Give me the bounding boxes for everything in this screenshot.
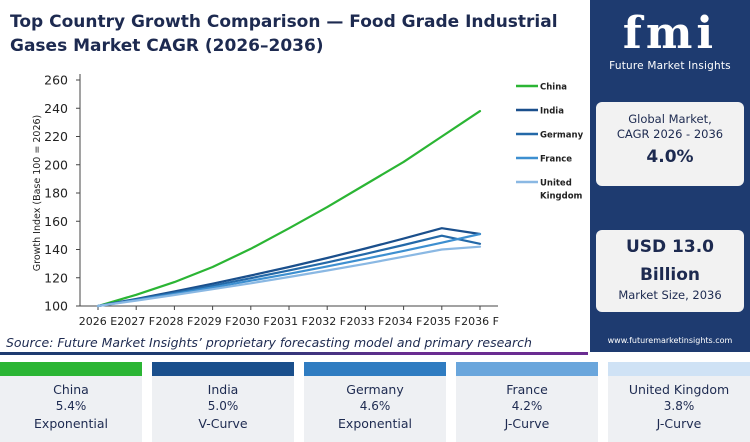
market-size-card: USD 13.0 Billion Market Size, 2036 [596,230,744,312]
website-url: www.futuremarketinsights.com [607,336,733,345]
source-note: Source: Future Market Insights’ propriet… [6,335,532,350]
x-tick-label: 2026 E [79,315,117,328]
country-curve: V-Curve [198,416,248,431]
x-tick-label: 2035 F [423,315,461,328]
country-name: United Kingdom [628,382,730,397]
y-tick-label: 260 [44,73,68,88]
logo-subtitle: Future Market Insights [609,60,731,72]
legend-label: Germany [540,131,584,141]
y-tick-label: 200 [44,157,68,172]
country-name: India [207,382,239,397]
logo: fmi Future Market Insights [590,0,750,88]
country-cagr: 4.6% [359,399,391,413]
y-tick-label: 220 [44,129,68,144]
cagr-label-1: Global Market, [628,112,712,126]
legend-label: China [540,83,567,93]
country-color-bar [152,362,294,376]
legend-label: France [540,155,572,165]
country-color-bar [456,362,598,376]
x-tick-label: 2033 F [346,315,384,328]
x-tick-label: 2030 F [232,315,270,328]
y-tick-label: 160 [44,214,68,229]
country-curve: J-Curve [656,416,702,431]
cagr-value: 4.0% [646,147,694,167]
country-color-bar [304,362,446,376]
country-cagr: 5.0% [207,399,239,413]
market-size-value-2: Billion [639,265,701,285]
country-card-united-kingdom: United Kingdom 3.8% J-Curve [608,362,750,442]
country-color-bar [0,362,142,376]
series-line-china [96,109,482,308]
legend-label: India [540,107,564,117]
country-name: China [53,382,89,397]
y-tick-label: 180 [44,186,68,201]
y-tick-label: 240 [44,101,68,116]
legend-label: United [540,179,572,189]
y-tick-label: 120 [44,270,68,285]
cagr-card: Global Market, CAGR 2026 - 2036 4.0% [596,102,744,186]
market-size-label: Market Size, 2036 [618,288,722,302]
country-cagr: 4.2% [511,399,543,413]
divider [0,352,588,355]
x-tick-label: 2034 F [385,315,423,328]
country-card-france: France 4.2% J-Curve [456,362,598,442]
x-tick-label: 2036 F [461,315,499,328]
country-card-india: India 5.0% V-Curve [152,362,294,442]
y-axis-label: Growth Index (Base 100 = 2026) [32,115,43,271]
x-tick-label: 2031 F [270,315,308,328]
chart-title: Top Country Growth Comparison — Food Gra… [10,12,558,56]
country-curve: J-Curve [504,416,550,431]
country-card-china: China 5.4% Exponential [0,362,142,442]
country-name: France [506,382,548,397]
country-curve: Exponential [338,416,412,431]
x-tick-label: 2029 F [194,315,232,328]
country-name: Germany [346,382,404,397]
x-tick-label: 2028 F [155,315,193,328]
market-size-value-1: USD 13.0 [625,237,715,257]
x-tick-label: 2032 F [308,315,346,328]
logo-mark: fmi [622,8,718,59]
y-tick-label: 100 [44,299,68,314]
country-cards: China 5.4% Exponential India 5.0% V-Curv… [0,362,750,442]
x-tick-label: 2027 F [117,315,155,328]
country-card-germany: Germany 4.6% Exponential [304,362,446,442]
series-line-united-kingdom [96,245,482,308]
cagr-label-2: CAGR 2026 - 2036 [616,127,724,141]
country-cagr: 5.4% [55,399,87,413]
country-color-bar [608,362,750,376]
sidebar: fmi Future Market Insights Global Market… [590,0,750,352]
country-curve: Exponential [34,416,108,431]
legend-label: Kingdom [540,192,583,202]
y-tick-label: 140 [44,242,68,257]
country-cagr: 3.8% [663,399,695,413]
